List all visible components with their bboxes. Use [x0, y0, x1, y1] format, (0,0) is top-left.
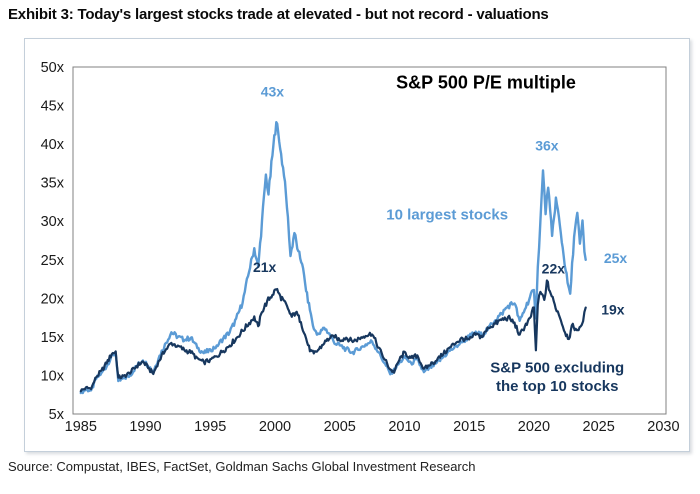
exhibit-title: Exhibit 3: Today's largest stocks trade … — [8, 6, 549, 23]
chart-card: 50x 45x 40x 35x 30x 25x 20x 15x 10x 5x 1985 1990 199… — [24, 38, 690, 452]
series-line-ex-top10 — [79, 279, 587, 393]
peak-2021-ex10-label: 22x — [542, 261, 566, 277]
y-tick-45x: 45x — [41, 99, 65, 115]
peak-2000-top10-label: 43x — [261, 83, 285, 99]
y-tick-30x: 30x — [41, 214, 65, 230]
x-tick-2010: 2010 — [388, 419, 420, 435]
y-tick-20x: 20x — [41, 291, 65, 307]
latest-ex10-label: 19x — [601, 302, 625, 318]
y-tick-35x: 35x — [41, 176, 65, 192]
chart-title: S&P 500 P/E multiple — [396, 73, 576, 93]
y-tick-15x: 15x — [41, 330, 65, 346]
y-tick-10x: 10x — [41, 368, 65, 384]
peak-2021-top10-label: 36x — [535, 137, 559, 153]
series-label-ex10-1: S&P 500 excluding — [490, 359, 624, 376]
plot-border — [72, 66, 667, 415]
latest-top10-label: 25x — [604, 250, 628, 266]
x-tick-2005: 2005 — [324, 419, 356, 435]
x-tick-2015: 2015 — [453, 419, 485, 435]
x-tick-1985: 1985 — [65, 419, 97, 435]
x-tick-2030: 2030 — [647, 419, 679, 435]
x-tick-2025: 2025 — [583, 419, 615, 435]
series-label-ex10-2: the top 10 stocks — [496, 378, 619, 395]
y-tick-5x: 5x — [49, 407, 65, 423]
y-tick-40x: 40x — [41, 137, 65, 153]
x-tick-2000: 2000 — [259, 419, 291, 435]
peak-2000-ex10-label: 21x — [253, 259, 277, 275]
x-tick-1990: 1990 — [129, 419, 161, 435]
series-label-top10: 10 largest stocks — [386, 207, 508, 224]
source-text: Source: Compustat, IBES, FactSet, Goldma… — [8, 459, 476, 474]
x-tick-1995: 1995 — [194, 419, 226, 435]
y-tick-50x: 50x — [41, 60, 65, 76]
x-tick-2020: 2020 — [518, 419, 550, 435]
y-tick-25x: 25x — [41, 253, 65, 269]
